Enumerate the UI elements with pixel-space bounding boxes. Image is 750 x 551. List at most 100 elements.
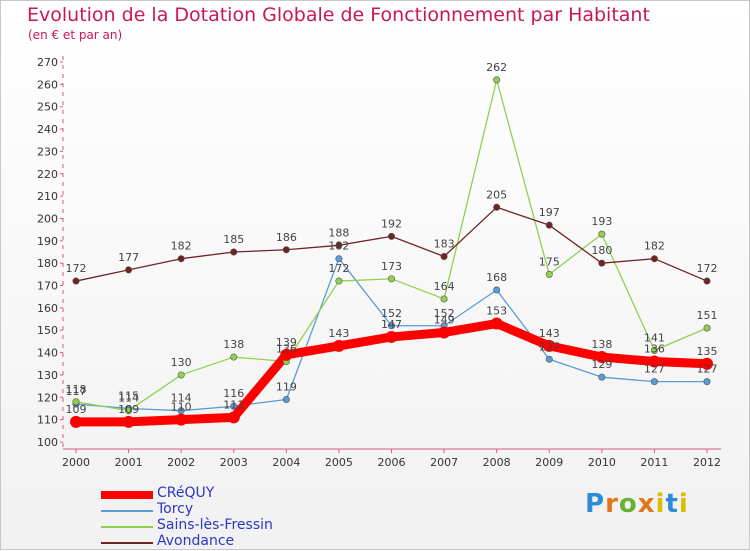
x-tick-label: 2007 bbox=[430, 456, 458, 469]
data-label: 192 bbox=[381, 217, 402, 230]
data-label: 118 bbox=[66, 383, 87, 396]
data-point bbox=[177, 371, 185, 379]
legend-label: CRéQUY bbox=[157, 485, 215, 501]
data-point bbox=[72, 277, 80, 285]
data-point bbox=[703, 324, 711, 332]
data-point bbox=[332, 339, 345, 352]
data-point bbox=[72, 398, 80, 406]
data-label: 137 bbox=[539, 340, 560, 353]
x-tick-label: 2009 bbox=[535, 456, 563, 469]
data-label: 114 bbox=[118, 392, 139, 405]
data-point bbox=[545, 355, 553, 363]
data-point bbox=[335, 255, 343, 263]
data-label: 143 bbox=[539, 327, 560, 340]
data-point bbox=[385, 330, 398, 343]
data-label: 172 bbox=[66, 262, 87, 275]
y-tick-label: 240 bbox=[37, 123, 58, 136]
data-point bbox=[701, 357, 713, 370]
data-point bbox=[493, 286, 501, 294]
x-tick-label: 2010 bbox=[588, 456, 616, 469]
data-point bbox=[175, 413, 188, 426]
chart-subtitle: (en € et par an) bbox=[28, 28, 123, 42]
data-label: 168 bbox=[486, 271, 507, 284]
data-point bbox=[125, 266, 133, 274]
data-label: 147 bbox=[381, 318, 402, 331]
data-label: 262 bbox=[486, 61, 507, 74]
x-tick-label: 2012 bbox=[693, 456, 721, 469]
y-tick-label: 120 bbox=[37, 391, 58, 404]
data-label: 117 bbox=[66, 385, 87, 398]
y-tick-label: 110 bbox=[37, 414, 58, 427]
legend-swatch bbox=[101, 510, 153, 512]
data-point bbox=[335, 277, 343, 285]
data-point bbox=[650, 346, 658, 354]
data-label: 115 bbox=[118, 389, 139, 402]
data-point bbox=[598, 373, 606, 381]
data-point bbox=[387, 232, 395, 240]
y-tick-label: 180 bbox=[37, 257, 58, 270]
data-point bbox=[387, 275, 395, 283]
data-label: 127 bbox=[644, 363, 665, 376]
y-tick-label: 210 bbox=[37, 190, 58, 203]
data-point bbox=[595, 351, 608, 364]
data-label: 119 bbox=[276, 381, 297, 394]
data-label: 177 bbox=[118, 251, 139, 264]
data-point bbox=[335, 241, 343, 249]
data-label: 182 bbox=[328, 240, 349, 253]
y-tick-label: 190 bbox=[37, 235, 58, 248]
data-label: 111 bbox=[223, 398, 244, 411]
data-point bbox=[650, 255, 658, 263]
data-label: 183 bbox=[434, 237, 455, 250]
y-tick-label: 170 bbox=[37, 280, 58, 293]
data-point bbox=[703, 378, 711, 386]
y-tick-label: 230 bbox=[37, 145, 58, 158]
data-label: 143 bbox=[328, 327, 349, 340]
data-point bbox=[545, 270, 553, 278]
data-point bbox=[703, 277, 711, 285]
data-label: 109 bbox=[66, 403, 87, 416]
data-point bbox=[438, 326, 451, 339]
data-point bbox=[230, 402, 238, 410]
data-point bbox=[648, 355, 661, 368]
data-label: 138 bbox=[591, 338, 612, 351]
legend-label: Sains-lès-Fressin bbox=[157, 517, 273, 533]
data-point bbox=[125, 407, 133, 415]
x-tick-label: 2002 bbox=[167, 456, 195, 469]
x-tick-label: 2011 bbox=[640, 456, 668, 469]
data-label: 136 bbox=[276, 343, 297, 356]
y-tick-label: 260 bbox=[37, 78, 58, 91]
data-point bbox=[493, 203, 501, 211]
data-point bbox=[440, 295, 448, 303]
chart-axes: 100 110 120 130 140 150 160 170 180 190 200 210 220 2… bbox=[37, 56, 721, 469]
data-label: 182 bbox=[171, 240, 192, 253]
data-point bbox=[598, 230, 606, 238]
data-point bbox=[493, 76, 501, 84]
data-point bbox=[230, 353, 238, 361]
legend-swatch bbox=[101, 542, 153, 544]
data-label: 175 bbox=[539, 255, 560, 268]
data-label: 188 bbox=[328, 226, 349, 239]
data-label: 172 bbox=[328, 262, 349, 275]
data-label: 151 bbox=[697, 309, 718, 322]
x-tick-label: 2008 bbox=[483, 456, 511, 469]
data-point bbox=[227, 411, 240, 424]
data-label: 153 bbox=[486, 305, 507, 318]
data-label: 138 bbox=[223, 338, 244, 351]
legend-swatch bbox=[101, 491, 153, 499]
data-label: 114 bbox=[171, 392, 192, 405]
y-tick-label: 220 bbox=[37, 168, 58, 181]
data-label: 172 bbox=[697, 262, 718, 275]
data-label: 139 bbox=[276, 336, 297, 349]
data-label: 173 bbox=[381, 260, 402, 273]
data-point bbox=[282, 396, 290, 404]
data-label: 182 bbox=[644, 240, 665, 253]
y-tick-label: 140 bbox=[37, 347, 58, 360]
data-label: 185 bbox=[223, 233, 244, 246]
data-label: 135 bbox=[697, 345, 718, 358]
data-point bbox=[70, 415, 82, 428]
data-label: 193 bbox=[591, 215, 612, 228]
series-points bbox=[70, 76, 713, 428]
